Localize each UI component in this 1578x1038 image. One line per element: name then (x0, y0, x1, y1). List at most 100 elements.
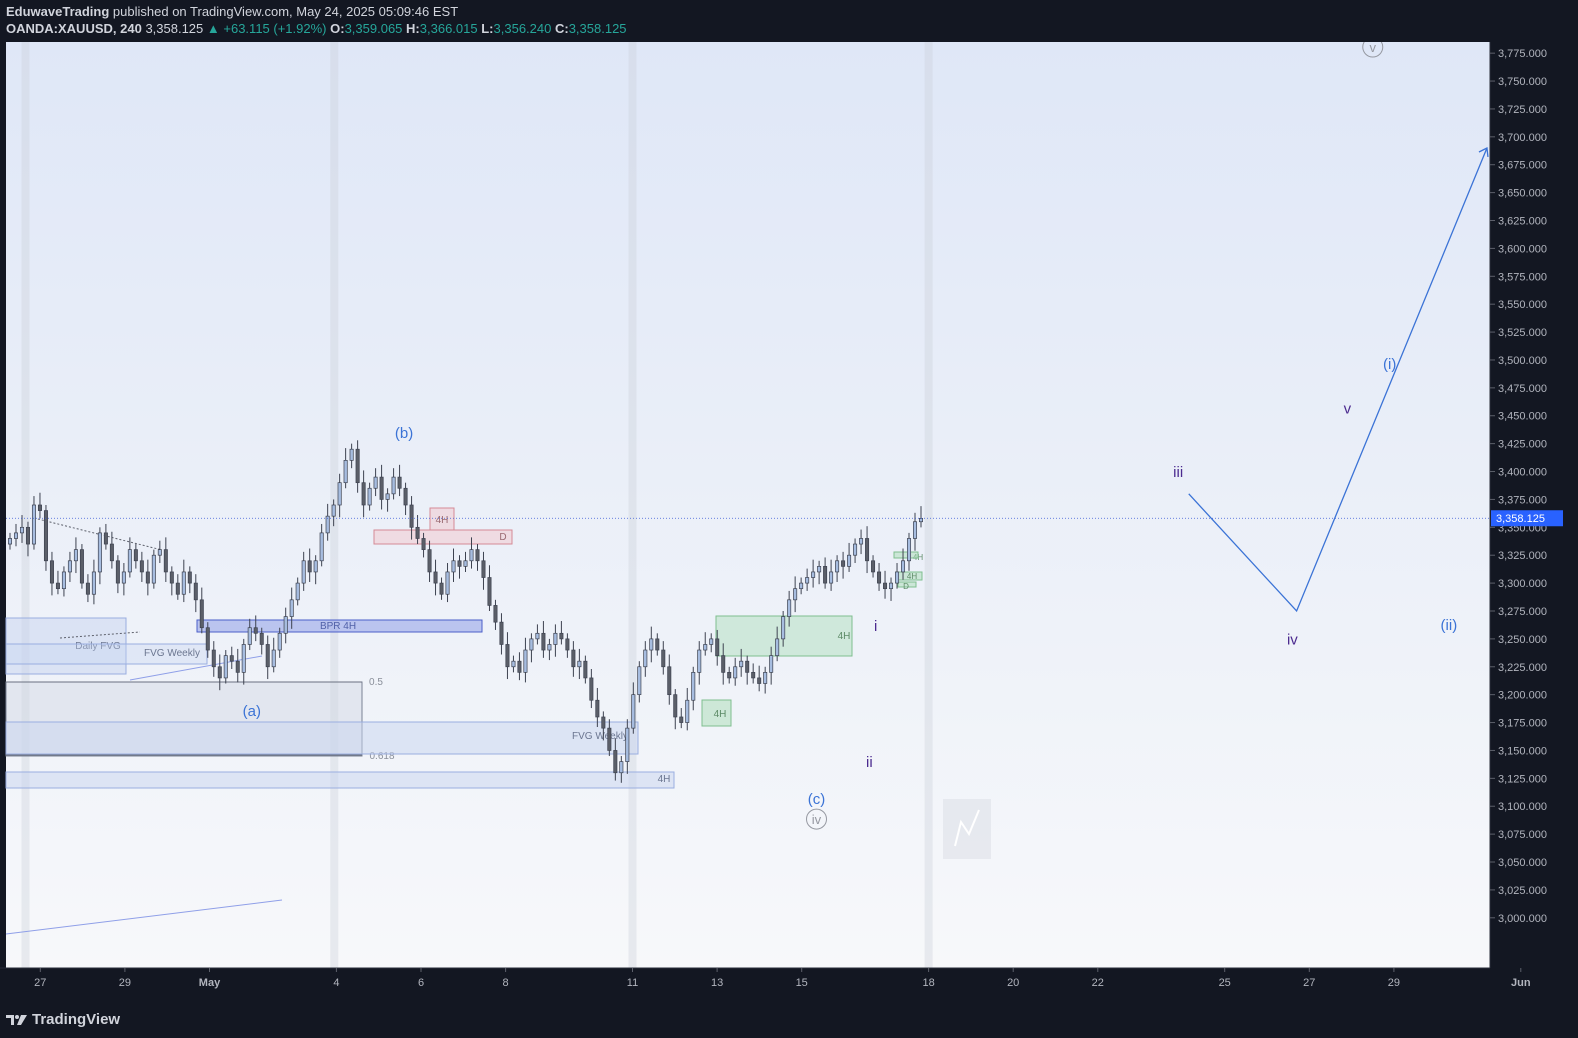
candle (397, 464, 402, 497)
candle (745, 655, 750, 685)
candle-down (25, 526, 30, 545)
candle (361, 470, 366, 518)
wave-label-text: iv (1287, 631, 1298, 648)
candle (127, 537, 132, 578)
candle-down (865, 538, 870, 562)
candle (601, 711, 606, 741)
price-tick-label: 3,450.000 (1498, 411, 1547, 423)
symbol-label[interactable]: OANDA:XAUUSD, 240 (6, 21, 142, 36)
candle-up (817, 566, 822, 573)
candle-up (619, 761, 624, 774)
candle-down (559, 632, 564, 640)
candle-up (289, 599, 294, 617)
candle (331, 499, 336, 527)
candle (871, 555, 876, 578)
price-tick-label: 3,575.000 (1498, 271, 1547, 283)
zone-box-6 (5, 771, 675, 789)
price-tick-label: 3,525.000 (1498, 327, 1547, 339)
price-tick-label: 3,075.000 (1498, 829, 1547, 841)
candle (241, 638, 246, 685)
candle (679, 708, 684, 729)
wave-label-text: (i) (1383, 356, 1396, 373)
candle (91, 559, 96, 605)
candle (511, 655, 516, 673)
candle-down (751, 671, 756, 679)
zone-box-0 (196, 619, 483, 633)
zone-label-7: 4H (436, 515, 449, 526)
candle-up (277, 632, 282, 651)
candle (487, 565, 492, 611)
candle (607, 719, 612, 757)
price-chart[interactable]: BPR 4H Daily FVG FVG Weekly 0.5 0.618 FVG Wee… (0, 42, 1578, 1004)
low-value: 3,356.240 (493, 21, 552, 36)
time-tick-label: 6 (418, 977, 424, 989)
candle (727, 666, 732, 684)
zone-label-3: 0.5 (369, 677, 383, 688)
candle-up (769, 655, 774, 673)
last-price-tag (1491, 510, 1563, 527)
candle-up (733, 666, 738, 679)
candle (811, 559, 816, 588)
candle-up (535, 632, 540, 640)
candle-down (433, 571, 438, 584)
tradingview-logo[interactable]: TradingView (6, 1011, 120, 1028)
candle-down (475, 549, 480, 562)
candle (541, 621, 546, 658)
zone-label-8: D (499, 532, 506, 543)
candle-up (889, 582, 894, 590)
time-axis-background (0, 968, 1578, 1004)
candle (8, 532, 12, 550)
candle-up (703, 644, 708, 651)
price-tick-label: 3,500.000 (1498, 355, 1547, 367)
wave-label-circle (806, 808, 828, 830)
candle (703, 632, 708, 656)
candle-down (745, 660, 750, 673)
price-tick-label: 3,650.000 (1498, 188, 1547, 200)
candle (739, 648, 744, 677)
wave-label-text: (c) (808, 791, 826, 808)
candle-down (169, 571, 174, 584)
candle (187, 566, 192, 594)
candle-down (661, 649, 666, 668)
candle-down (397, 476, 402, 489)
time-tick-label: 27 (34, 977, 46, 989)
candle (37, 492, 42, 519)
candle-up (901, 560, 906, 573)
candle (595, 687, 600, 728)
wave-label-text: v (1370, 42, 1377, 55)
candle-up (805, 577, 810, 584)
candle-up (373, 476, 378, 489)
author-name[interactable]: EduwaveTrading (6, 4, 110, 19)
price-tick-label: 3,000.000 (1498, 913, 1547, 925)
candle-up (241, 644, 246, 673)
candle (229, 646, 234, 670)
candle (451, 548, 456, 582)
price-tick-label: 3,150.000 (1498, 745, 1547, 757)
price-tick-label: 3,400.000 (1498, 467, 1547, 479)
candle-down (133, 549, 138, 562)
close-value: 3,358.125 (568, 21, 627, 36)
candle (643, 641, 648, 677)
candle-up (73, 549, 78, 562)
close-label: C: (554, 21, 569, 36)
candle-down (85, 582, 90, 595)
candle-down (439, 582, 444, 595)
projection-arrowhead (1478, 146, 1489, 158)
candle (469, 537, 474, 569)
last-price-value: 3,358.125 (145, 21, 204, 36)
wave-label-circle (1362, 42, 1384, 58)
candle-up (859, 538, 864, 545)
candle (613, 738, 618, 781)
candle-down (109, 543, 114, 562)
candle-up (91, 571, 96, 595)
candle-down (655, 638, 660, 651)
candle (523, 637, 528, 683)
candle (865, 526, 870, 574)
candle (433, 559, 438, 596)
ohlc-line: OANDA:XAUUSD, 240 3,358.125 ▲ +63.115 (+… (6, 21, 627, 36)
candle-down (667, 666, 672, 696)
candle (79, 544, 84, 589)
price-tick-label: 3,100.000 (1498, 801, 1547, 813)
candle-up (847, 554, 852, 567)
candle (889, 577, 894, 601)
